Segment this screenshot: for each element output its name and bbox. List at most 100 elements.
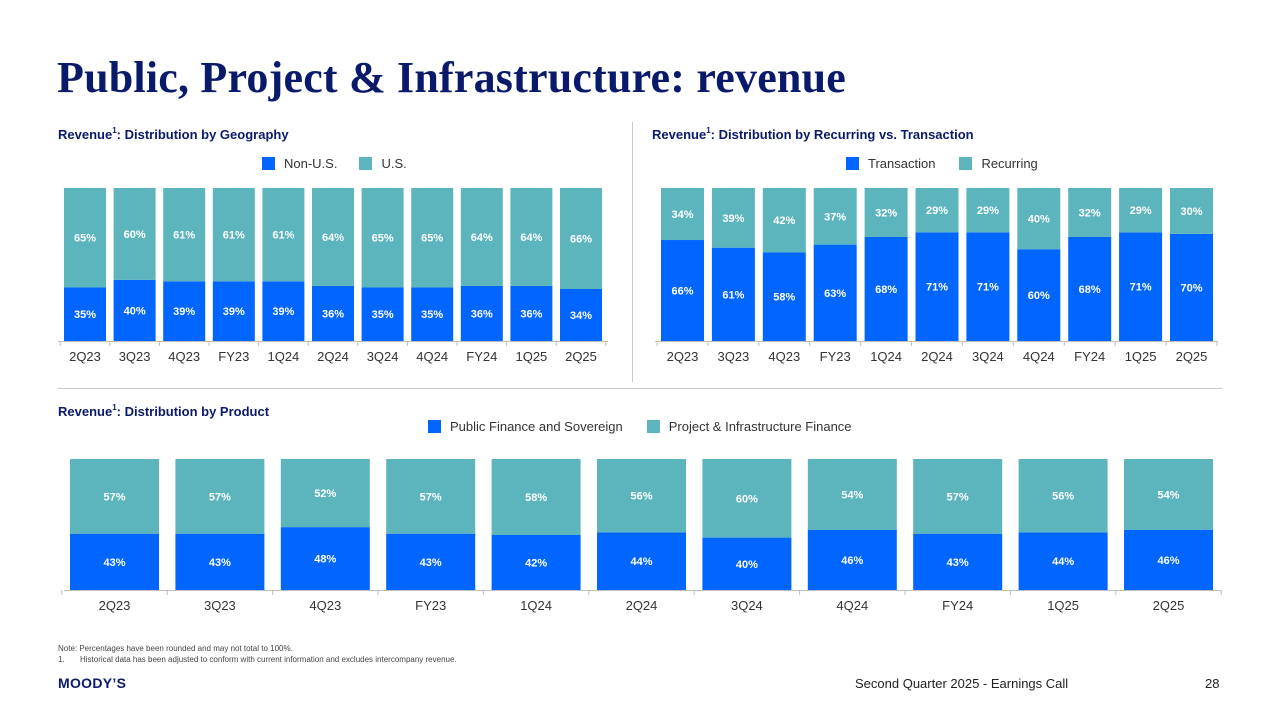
geography-tick-label: 3Q24: [367, 349, 399, 364]
product-tick-label: 2Q24: [626, 598, 658, 613]
recurring-bar-top: [966, 188, 1010, 233]
product-bar-bottom: [597, 532, 686, 590]
geography-data-label: 39%: [272, 306, 294, 318]
recurring-data-label: 30%: [1180, 206, 1202, 218]
recurring-bar-bottom: [1170, 233, 1213, 341]
recurring-bar-bottom: [1017, 249, 1061, 341]
geography-bar-bottom: [212, 281, 255, 341]
product-data-label: 40%: [736, 559, 758, 571]
recurring-data-label: 32%: [875, 207, 897, 219]
product-bar-bottom: [807, 529, 897, 590]
geography-data-label: 61%: [173, 230, 195, 242]
recurring-title-footnote: 1: [706, 126, 711, 135]
geography-tick-label: FY23: [218, 349, 249, 364]
geography-title-rest: : Distribution by Geography: [116, 127, 289, 142]
geography-bar-bottom: [510, 285, 553, 341]
product-data-label: 54%: [1157, 489, 1179, 501]
recurring-tick-label: 2Q24: [921, 349, 953, 364]
geography-chart-title: Revenue1: Distribution by Geography: [58, 126, 289, 142]
geography-tick-label: FY24: [466, 349, 497, 364]
product-bar-top: [1124, 459, 1213, 530]
geography-data-label: 64%: [520, 232, 542, 244]
recurring-bar-top: [864, 188, 908, 237]
product-bar-bottom: [1124, 529, 1213, 590]
vertical-divider: [632, 122, 633, 382]
geography-data-label: 39%: [173, 306, 195, 318]
geography-bar-bottom: [411, 287, 454, 341]
geography-bar-top: [361, 188, 404, 288]
recurring-data-label: 39%: [722, 213, 744, 225]
recurring-data-label: 71%: [926, 282, 948, 294]
product-data-label: 54%: [841, 489, 863, 501]
recurring-data-label: 61%: [722, 289, 744, 301]
recurring-bar-top: [1017, 188, 1061, 250]
geography-bar-top: [212, 188, 255, 282]
geography-bar-bottom: [460, 285, 503, 341]
recurring-tick-label: FY23: [820, 349, 851, 364]
legend-swatch-project-infrastructure: [646, 420, 660, 433]
geography-data-label: 36%: [520, 308, 542, 320]
legend-label-transaction: Transaction: [868, 156, 936, 171]
recurring-bar-top: [915, 188, 959, 233]
recurring-data-label: 71%: [977, 282, 999, 294]
recurring-bar-bottom: [762, 252, 806, 341]
geography-bar-bottom: [560, 288, 602, 341]
legend-item-public-finance: Public Finance and Sovereign: [428, 419, 623, 434]
product-bar-top: [280, 459, 370, 528]
recurring-tick-label: FY24: [1074, 349, 1105, 364]
product-bar-bottom: [280, 527, 370, 590]
recurring-data-label: 58%: [773, 292, 795, 304]
geography-bar-top: [312, 188, 354, 286]
product-data-label: 43%: [420, 557, 442, 569]
recurring-tick-label: 2Q25: [1176, 349, 1208, 364]
product-bar-bottom: [1018, 532, 1108, 590]
recurring-tick-label: 4Q23: [768, 349, 800, 364]
recurring-bar-bottom: [661, 240, 704, 341]
geography-bar-top: [64, 188, 106, 288]
geography-bar-top: [411, 188, 454, 288]
geography-data-label: 65%: [372, 233, 394, 245]
product-bar-top: [386, 459, 476, 534]
product-bar-top: [1018, 459, 1108, 533]
geography-title-footnote: 1: [112, 126, 117, 135]
recurring-data-label: 68%: [875, 284, 897, 296]
product-bar-top: [70, 459, 159, 534]
product-tick-label: 4Q24: [836, 598, 868, 613]
product-bar-bottom: [702, 537, 792, 590]
geography-data-label: 65%: [74, 233, 96, 245]
product-data-label: 57%: [947, 491, 969, 503]
geography-data-label: 60%: [124, 229, 146, 241]
recurring-data-label: 66%: [671, 286, 693, 298]
geography-bar-bottom: [163, 281, 206, 341]
recurring-bar-bottom: [1119, 232, 1163, 341]
geography-bar-bottom: [262, 281, 305, 341]
product-bar-top: [702, 459, 792, 538]
product-data-label: 58%: [525, 492, 547, 504]
geography-data-label: 35%: [421, 309, 443, 321]
product-data-label: 46%: [841, 555, 863, 567]
product-title-rest: : Distribution by Product: [116, 404, 270, 419]
geography-legend: Non-U.S. U.S.: [262, 156, 407, 171]
footer-caption: Second Quarter 2025 - Earnings Call: [855, 676, 1069, 691]
recurring-tick-label: 1Q25: [1125, 349, 1157, 364]
legend-swatch-us: [359, 157, 373, 170]
footnote-number: 1.: [58, 655, 65, 664]
page-title: Public, Project & Infrastructure: revenu…: [57, 53, 847, 102]
recurring-bar-top: [1119, 188, 1163, 233]
legend-label-recurring: Recurring: [981, 156, 1038, 171]
recurring-data-label: 34%: [671, 209, 693, 221]
geography-data-label: 64%: [471, 232, 493, 244]
footnote-text: Historical data has been adjusted to con…: [80, 655, 457, 664]
recurring-bar-top: [813, 188, 857, 245]
recurring-data-label: 71%: [1130, 282, 1152, 294]
legend-swatch-recurring: [959, 157, 973, 170]
geography-bar-bottom: [312, 285, 354, 341]
legend-swatch-non-us: [262, 157, 275, 170]
recurring-data-label: 29%: [977, 205, 999, 217]
product-data-label: 42%: [525, 557, 547, 569]
recurring-data-label: 32%: [1079, 207, 1101, 219]
recurring-legend: Transaction Recurring: [846, 156, 1038, 171]
product-data-label: 56%: [1052, 491, 1074, 503]
product-tick-label: FY24: [942, 598, 973, 613]
product-tick-label: 1Q25: [1047, 598, 1079, 613]
